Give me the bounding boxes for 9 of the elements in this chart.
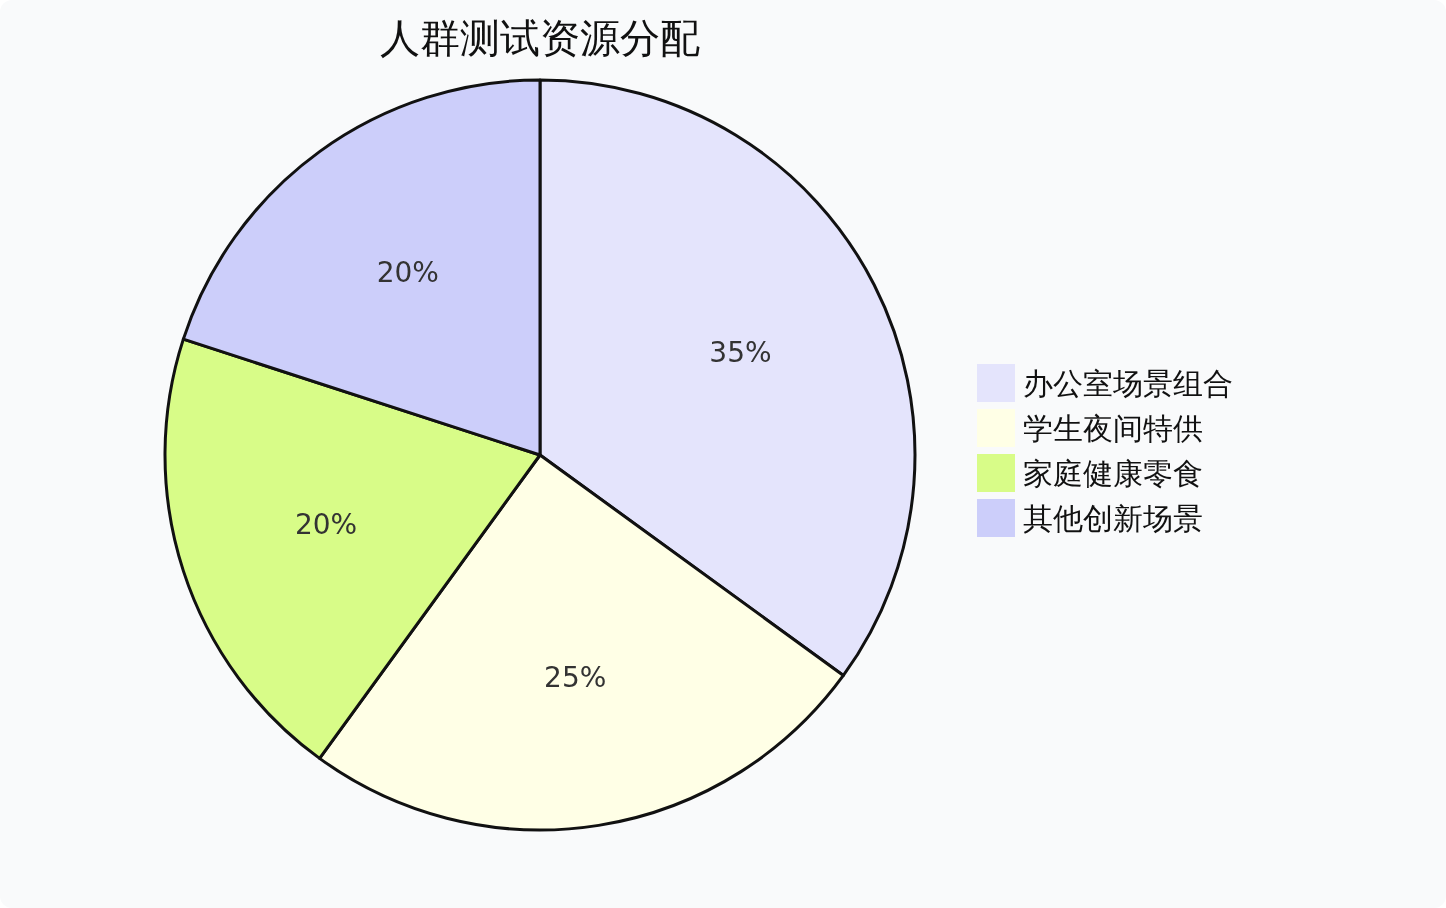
data-label: 20%: [376, 256, 439, 290]
data-label: 25%: [544, 660, 607, 694]
data-label: 35%: [709, 336, 772, 370]
data-label: 20%: [294, 508, 358, 542]
chart-title: 人群测试资源分配: [380, 15, 700, 61]
legend-label: 学生夜间特供: [1023, 410, 1203, 446]
legend-label: 家庭健康零食: [1023, 455, 1203, 491]
legend-label: 办公室场景组合: [1023, 365, 1233, 401]
legend-label: 其他创新场景: [1023, 500, 1203, 536]
